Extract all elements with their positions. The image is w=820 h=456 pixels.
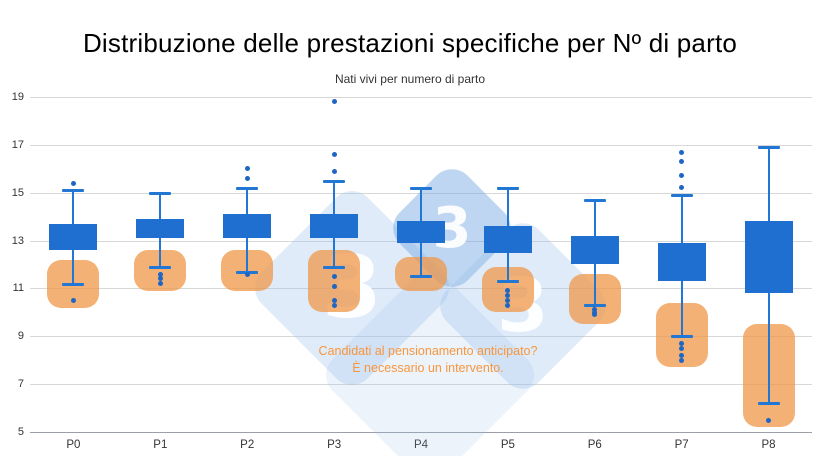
outlier-P7-7 bbox=[679, 357, 685, 363]
outlier-P7-5 bbox=[679, 345, 685, 351]
whisker-cap-low-P1 bbox=[149, 265, 172, 269]
x-tick-label-P2: P2 bbox=[240, 439, 255, 451]
gridline-y-7 bbox=[30, 384, 812, 386]
outlier-P5-2 bbox=[505, 297, 511, 303]
box-P5 bbox=[483, 226, 532, 253]
y-tick-label-11: 11 bbox=[12, 282, 24, 295]
whisker-cap-high-P2 bbox=[236, 186, 259, 190]
outlier-P2-2 bbox=[244, 271, 250, 277]
whisker-cap-high-P8 bbox=[757, 146, 780, 150]
y-tick-label-19: 19 bbox=[11, 91, 24, 103]
whisker-cap-high-P7 bbox=[670, 194, 693, 198]
outlier-P1-1 bbox=[157, 276, 163, 282]
outlier-P6-2 bbox=[592, 312, 598, 318]
whisker-cap-low-P5 bbox=[496, 280, 519, 284]
whisker-cap-high-P5 bbox=[496, 186, 519, 190]
outlier-P8-0 bbox=[766, 417, 772, 423]
annotation-line-1: Candidati al pensionamento anticipato? bbox=[318, 344, 538, 358]
whisker-cap-low-P4 bbox=[410, 275, 432, 279]
y-tick-label-7: 7 bbox=[17, 378, 24, 391]
outlier-P2-1 bbox=[244, 175, 250, 181]
outlier-P7-6 bbox=[679, 352, 685, 358]
y-tick-label-15: 15 bbox=[11, 186, 24, 199]
outlier-P3-2 bbox=[331, 168, 337, 174]
outlier-P0-1 bbox=[70, 297, 76, 303]
whisker-cap-high-P4 bbox=[410, 186, 432, 190]
x-tick-label-P3: P3 bbox=[327, 439, 342, 451]
whisker-cap-low-P7 bbox=[670, 335, 693, 339]
x-tick-label-P6: P6 bbox=[587, 439, 602, 451]
x-tick-label-P5: P5 bbox=[500, 439, 515, 451]
box-P4 bbox=[397, 221, 445, 243]
y-tick-label-13: 13 bbox=[11, 234, 24, 247]
y-tick-label-17: 17 bbox=[11, 138, 24, 151]
outlier-P3-3 bbox=[331, 273, 337, 279]
annotation-line-2: È necessario un intervento. bbox=[352, 361, 504, 375]
outlier-P3-5 bbox=[331, 297, 337, 303]
chart-title: Distribuzione delle prestazioni specific… bbox=[82, 28, 738, 58]
x-tick-label-P8: P8 bbox=[761, 439, 776, 451]
whisker-cap-high-P3 bbox=[323, 179, 346, 183]
outlier-P1-2 bbox=[157, 281, 163, 287]
outlier-P7-2 bbox=[679, 173, 685, 179]
box-P2 bbox=[223, 214, 272, 239]
box-P3 bbox=[310, 214, 359, 239]
outlier-P7-4 bbox=[679, 340, 685, 346]
x-tick-label-P4: P4 bbox=[413, 439, 429, 451]
box-P0 bbox=[49, 223, 98, 251]
x-tick-label-P1: P1 bbox=[153, 439, 168, 451]
x-axis-line bbox=[30, 432, 812, 433]
chart-annotation: Candidati al pensionamento anticipato? È… bbox=[228, 343, 628, 377]
y-tick-label-9: 9 bbox=[17, 330, 24, 343]
outlier-P5-0 bbox=[505, 288, 511, 294]
outlier-P7-1 bbox=[679, 159, 685, 165]
box-P8 bbox=[744, 221, 793, 294]
box-P6 bbox=[570, 235, 619, 265]
whisker-cap-low-P6 bbox=[583, 304, 606, 308]
x-tick-label-P0: P0 bbox=[66, 439, 81, 451]
outlier-P1-0 bbox=[157, 271, 163, 277]
whisker-cap-low-P0 bbox=[62, 282, 85, 286]
whisker-cap-high-P0 bbox=[62, 189, 85, 193]
whisker-cap-high-P6 bbox=[583, 198, 606, 202]
outlier-P7-0 bbox=[679, 149, 685, 155]
box-P1 bbox=[136, 219, 185, 239]
outlier-P0-0 bbox=[70, 180, 76, 186]
outlier-P3-0 bbox=[331, 99, 337, 105]
outlier-P5-1 bbox=[505, 293, 511, 299]
whisker-cap-high-P1 bbox=[149, 191, 172, 195]
outlier-P3-1 bbox=[331, 151, 337, 157]
outlier-P2-0 bbox=[244, 166, 250, 172]
outlier-P5-3 bbox=[505, 302, 511, 308]
chart-subtitle: Nati vivi per numero di parto bbox=[334, 72, 486, 86]
whisker-cap-low-P3 bbox=[323, 265, 346, 269]
box-P7 bbox=[657, 242, 706, 282]
y-tick-label-5: 5 bbox=[17, 426, 24, 438]
gridline-y-17 bbox=[30, 144, 812, 146]
gridline-y-9 bbox=[30, 336, 812, 338]
gridline-y-19 bbox=[30, 97, 812, 98]
outlier-P3-4 bbox=[331, 283, 337, 289]
whisker-cap-low-P8 bbox=[757, 402, 780, 406]
x-tick-label-P7: P7 bbox=[674, 439, 689, 451]
outlier-P3-6 bbox=[331, 302, 337, 308]
outlier-P7-3 bbox=[679, 185, 685, 191]
